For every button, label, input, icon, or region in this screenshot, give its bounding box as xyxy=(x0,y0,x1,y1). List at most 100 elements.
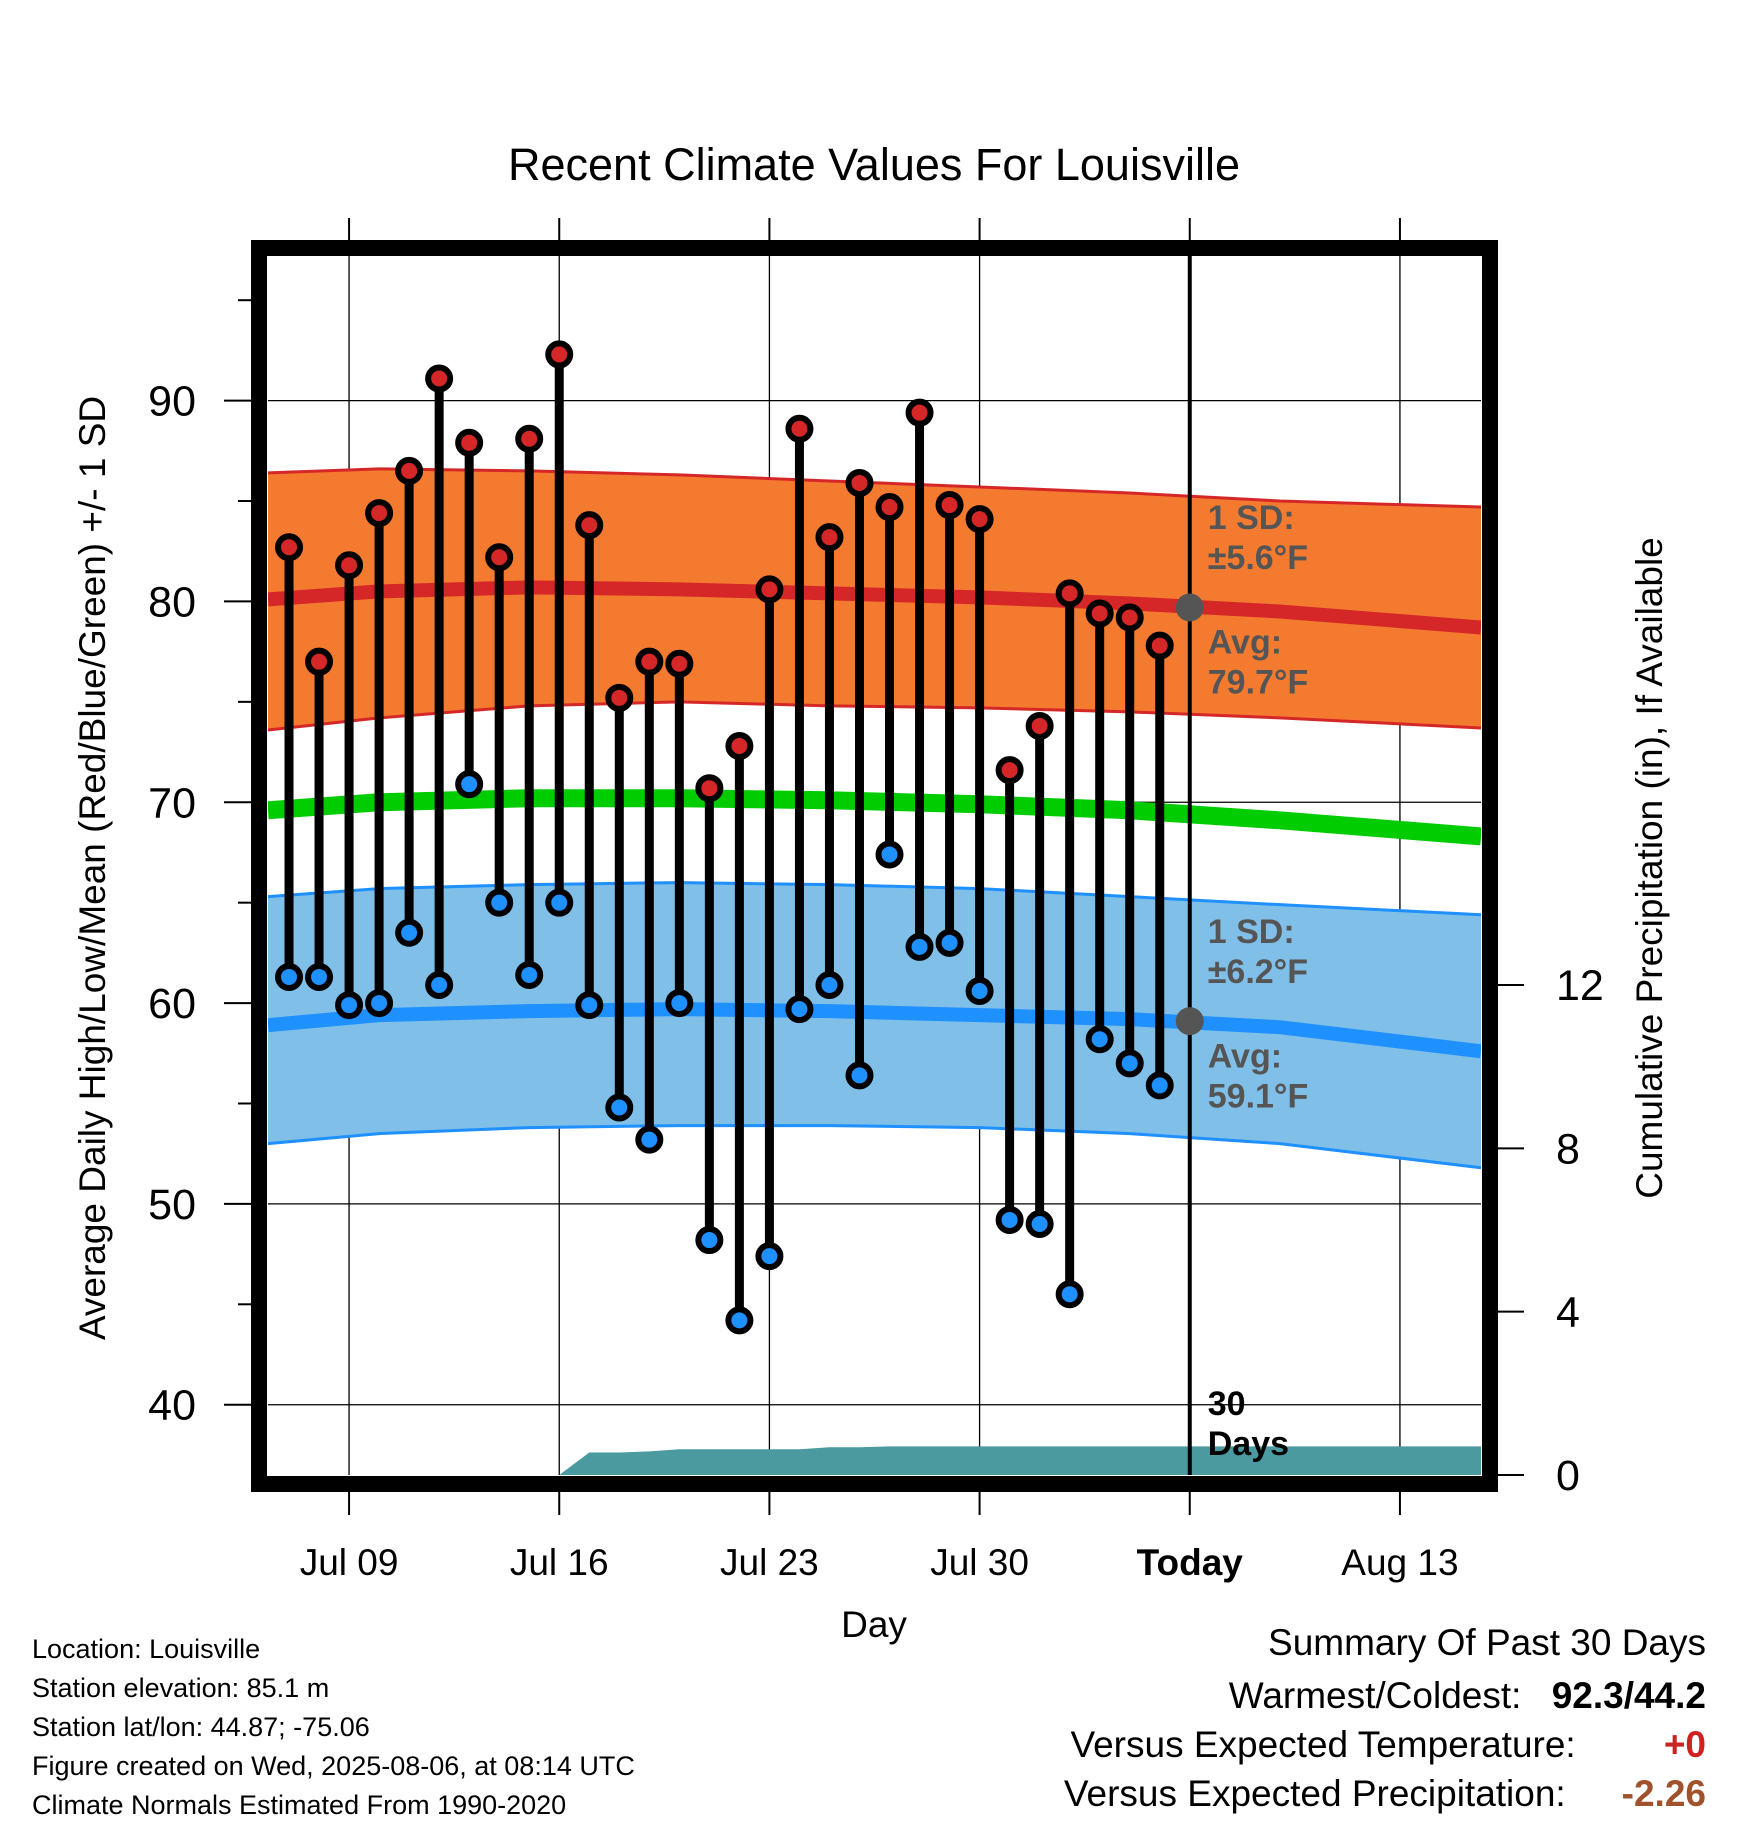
daily-low-point xyxy=(335,991,364,1020)
daily-low-point xyxy=(935,928,964,957)
low-avg-annotation: 59.1°F xyxy=(1208,1077,1309,1115)
high-avg-annotation: Avg: xyxy=(1208,624,1282,662)
high-sd-upper-line xyxy=(268,467,1481,509)
daily-high-point xyxy=(845,468,874,497)
summary-warmest-label: Warmest/Coldest: xyxy=(1228,1675,1522,1716)
daily-low-point xyxy=(875,840,904,869)
daily-high-point xyxy=(935,491,964,520)
right-tick-label: 12 xyxy=(1556,962,1604,1010)
x-tick-label: Jul 23 xyxy=(720,1542,819,1583)
daily-high-point xyxy=(905,398,934,427)
period-annotation: Days xyxy=(1208,1425,1289,1463)
info-latlon: Station lat/lon: 44.87; -75.06 xyxy=(32,1712,370,1742)
daily-high-point xyxy=(1025,711,1054,740)
right-tick-label: 0 xyxy=(1556,1452,1580,1500)
daily-high-point xyxy=(455,428,484,457)
x-tick-label: Today xyxy=(1137,1542,1244,1583)
daily-range-bars xyxy=(275,340,1174,1335)
daily-low-point xyxy=(425,971,454,999)
high-sd-annotation: ±5.6°F xyxy=(1208,539,1308,577)
daily-low-point xyxy=(515,960,544,989)
daily-low-point xyxy=(995,1205,1024,1234)
summary-warmest-value: 92.3/44.2 xyxy=(1551,1675,1706,1716)
daily-low-point xyxy=(845,1061,874,1090)
normal-low-line xyxy=(268,1002,1481,1059)
y-axis-label-left: Average Daily High/Low/Mean (Red/Blue/Gr… xyxy=(72,396,113,1340)
high-avg-annotation: 79.7°F xyxy=(1208,664,1309,702)
today-marker xyxy=(1175,250,1204,1475)
daily-high-point xyxy=(275,533,304,562)
info-normals: Climate Normals Estimated From 1990-2020 xyxy=(32,1790,567,1820)
daily-low-point xyxy=(365,989,394,1018)
daily-low-point xyxy=(455,770,484,799)
summary-warmest-coldest: Warmest/Coldest: 92.3/44.2 xyxy=(1229,1675,1706,1717)
daily-low-point xyxy=(305,962,334,991)
daily-high-point xyxy=(695,774,724,803)
summary-precip-value: -2.26 xyxy=(1621,1773,1706,1814)
chart-title: Recent Climate Values For Louisville xyxy=(508,139,1240,190)
daily-low-point xyxy=(635,1125,664,1154)
left-tick-label: 70 xyxy=(148,779,196,827)
summary-precip: Versus Expected Precipitation: -2.26 xyxy=(1064,1773,1706,1815)
today-high-avg-dot xyxy=(1175,593,1204,622)
daily-high-point xyxy=(1055,579,1084,608)
precipitation-fill xyxy=(559,1446,1481,1475)
daily-high-point xyxy=(875,493,904,522)
left-tick-label: 90 xyxy=(148,378,196,426)
info-location: Location: Louisville xyxy=(32,1634,261,1664)
y-axis-label-right: Cumulative Precipitation (in), If Availa… xyxy=(1629,537,1670,1199)
daily-high-point xyxy=(815,523,844,552)
daily-low-point xyxy=(695,1226,724,1255)
daily-low-point xyxy=(1055,1280,1084,1309)
daily-high-point xyxy=(755,575,784,604)
daily-high-point xyxy=(1145,631,1174,660)
daily-low-point xyxy=(1085,1025,1114,1054)
daily-high-point xyxy=(605,683,634,712)
x-tick-label: Jul 09 xyxy=(300,1542,399,1583)
station-info: Location: Louisville Station elevation: … xyxy=(32,1630,635,1825)
daily-low-point xyxy=(665,989,694,1018)
low-sd-annotation: ±6.2°F xyxy=(1208,953,1308,991)
daily-high-point xyxy=(545,340,574,369)
daily-high-point xyxy=(1115,603,1144,632)
daily-low-point xyxy=(725,1306,754,1335)
high-sd-annotation: 1 SD: xyxy=(1208,499,1295,537)
daily-low-point xyxy=(1115,1049,1144,1078)
summary-temp-value: +0 xyxy=(1663,1724,1706,1765)
daily-low-point xyxy=(485,888,514,917)
daily-low-point xyxy=(815,971,844,999)
daily-high-point xyxy=(485,543,514,572)
daily-high-point xyxy=(995,756,1024,785)
daily-low-point xyxy=(605,1093,634,1122)
left-tick-label: 40 xyxy=(148,1382,196,1430)
axes: 40 50 60 70 80 90 0 4 8 12 Jul 09 Jul 16 Jul 23 Jul 3… xyxy=(148,218,1604,1583)
x-tick-label: Jul 30 xyxy=(930,1542,1029,1583)
daily-low-point xyxy=(1025,1209,1054,1238)
left-tick-label: 50 xyxy=(148,1181,196,1229)
right-tick-label: 4 xyxy=(1556,1289,1580,1337)
plot-frame xyxy=(251,240,1498,1492)
daily-high-point xyxy=(785,414,814,443)
period-annotation: 30 xyxy=(1208,1385,1246,1423)
right-tick-label: 8 xyxy=(1556,1125,1580,1173)
daily-low-point xyxy=(1145,1071,1174,1100)
daily-high-point xyxy=(665,649,694,678)
low-avg-annotation: Avg: xyxy=(1208,1037,1282,1075)
summary-temp: Versus Expected Temperature: +0 xyxy=(1070,1724,1706,1766)
x-tick-label: Jul 16 xyxy=(510,1542,609,1583)
daily-high-point xyxy=(575,511,604,540)
summary-heading: Summary Of Past 30 Days xyxy=(1268,1622,1706,1663)
summary-precip-label: Versus Expected Precipitation: xyxy=(1063,1773,1566,1814)
plot-area xyxy=(268,250,1481,1475)
left-tick-label: 60 xyxy=(148,980,196,1028)
daily-high-point xyxy=(965,505,994,534)
daily-high-point xyxy=(425,364,454,393)
daily-high-point xyxy=(635,647,664,676)
normal-mean-line xyxy=(268,789,1481,846)
left-tick-label: 80 xyxy=(148,578,196,626)
summary-temp-label: Versus Expected Temperature: xyxy=(1070,1724,1576,1765)
daily-low-point xyxy=(545,888,574,917)
daily-high-point xyxy=(395,456,424,485)
